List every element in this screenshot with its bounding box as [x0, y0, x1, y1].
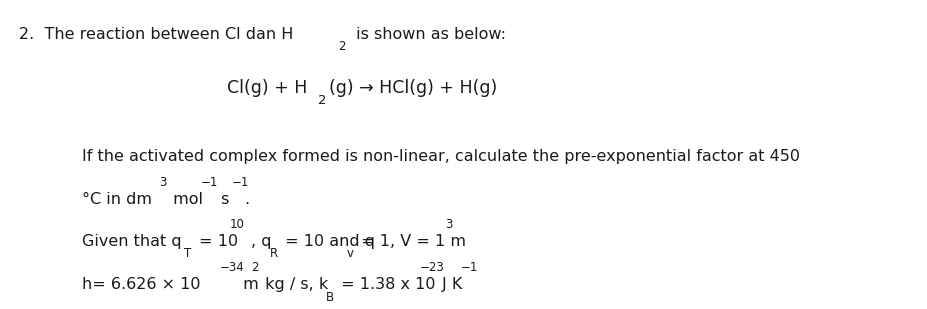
Text: s: s: [216, 192, 229, 207]
Text: , q: , q: [251, 234, 272, 249]
Text: If the activated complex formed is non-linear, calculate the pre-exponential fac: If the activated complex formed is non-l…: [82, 149, 799, 164]
Text: B: B: [325, 291, 334, 304]
Text: T: T: [184, 248, 191, 260]
Text: 2: 2: [337, 40, 345, 53]
Text: 2.  The reaction between Cl dan H: 2. The reaction between Cl dan H: [19, 27, 293, 42]
Text: mol: mol: [168, 192, 203, 207]
Text: −1: −1: [460, 261, 477, 274]
Text: = 10 and q: = 10 and q: [280, 234, 375, 249]
Text: 2: 2: [318, 95, 326, 108]
Text: −1: −1: [232, 176, 249, 189]
Text: Given that q: Given that q: [82, 234, 181, 249]
Text: Cl(g) + H: Cl(g) + H: [227, 79, 308, 97]
Text: = 1.38 x 10: = 1.38 x 10: [336, 277, 435, 292]
Text: v: v: [347, 248, 354, 260]
Text: −34: −34: [220, 261, 245, 274]
Text: = 10: = 10: [194, 234, 238, 249]
Text: 3: 3: [445, 218, 452, 231]
Text: R: R: [270, 248, 278, 260]
Text: .: .: [244, 192, 249, 207]
Text: °C in dm: °C in dm: [82, 192, 151, 207]
Text: h= 6.626 × 10: h= 6.626 × 10: [82, 277, 200, 292]
Text: = 1, V = 1 m: = 1, V = 1 m: [356, 234, 466, 249]
Text: 10: 10: [229, 218, 244, 231]
Text: (g) → HCl(g) + H(g): (g) → HCl(g) + H(g): [329, 79, 497, 97]
Text: −23: −23: [419, 261, 444, 274]
Text: kg / s, k: kg / s, k: [260, 277, 328, 292]
Text: 2: 2: [251, 261, 259, 274]
Text: 3: 3: [159, 176, 166, 189]
Text: m: m: [237, 277, 258, 292]
Text: is shown as below:: is shown as below:: [350, 27, 505, 42]
Text: −1: −1: [200, 176, 218, 189]
Text: J K: J K: [437, 277, 462, 292]
